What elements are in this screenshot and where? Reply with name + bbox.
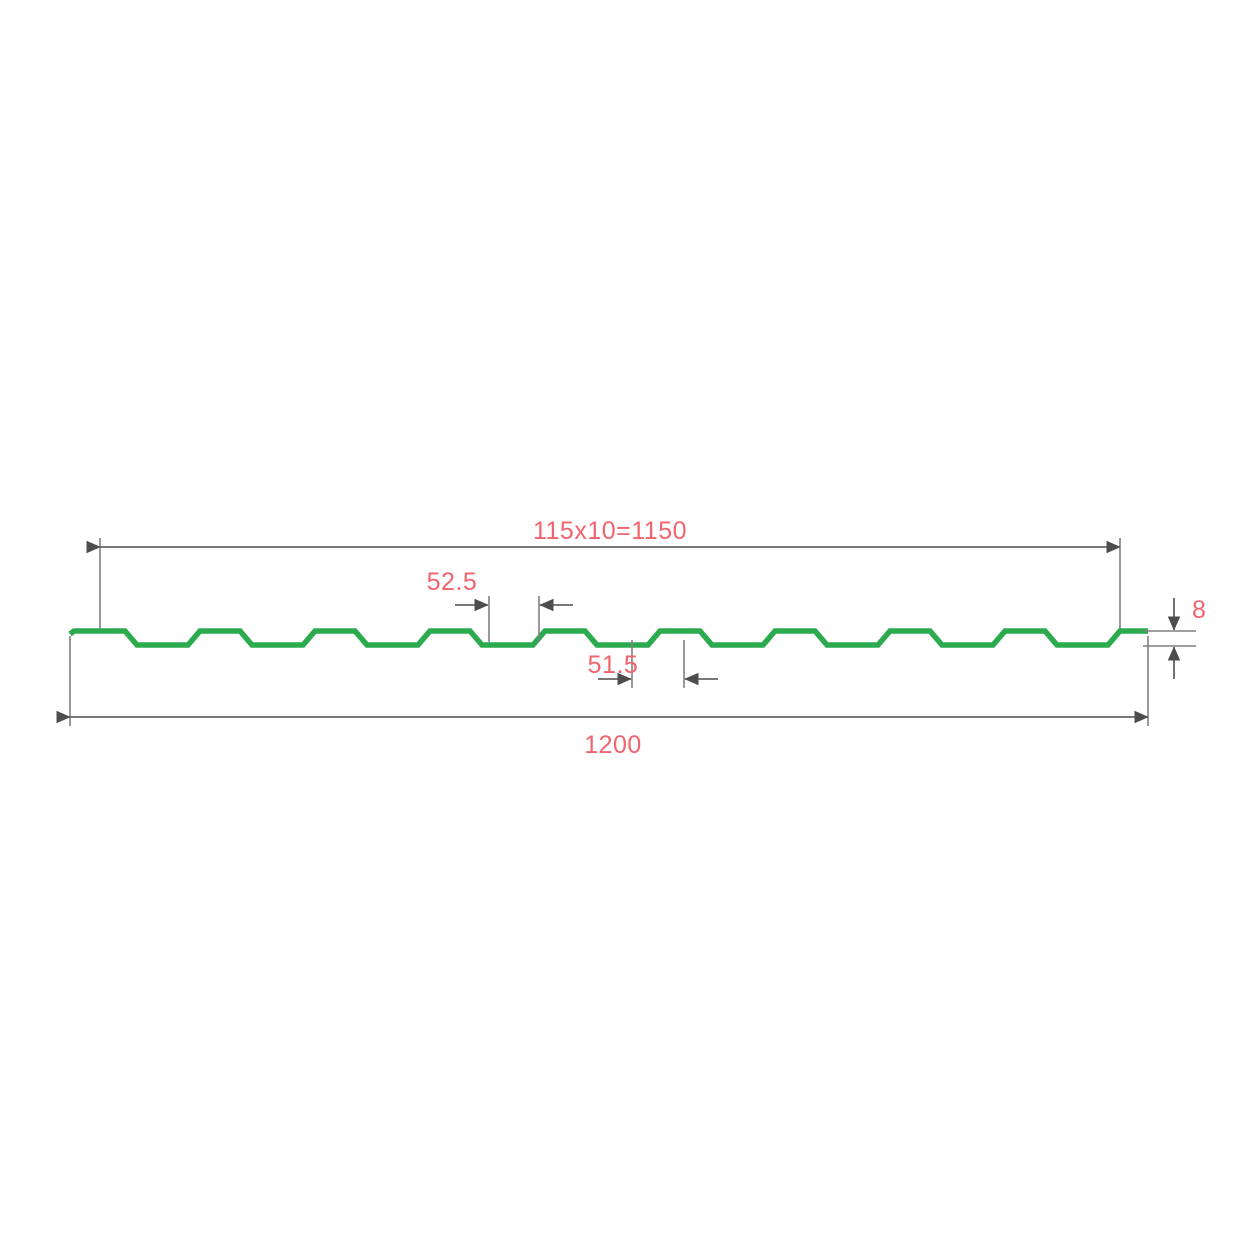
dimension-label-overall-width: 1200 <box>584 731 642 759</box>
dimension-label-pitch-total: 115x10=1150 <box>533 517 687 545</box>
dimension-crest-width: 52.5 <box>427 568 573 642</box>
dimension-overall-width: 1200 <box>56 636 1149 759</box>
dimension-label-crest-width: 52.5 <box>427 568 478 596</box>
dimension-profile-depth: 8 <box>1143 596 1206 679</box>
dimension-label-profile-depth: 8 <box>1192 596 1206 624</box>
dimension-pitch-total: 115x10=1150 <box>86 517 1121 632</box>
trapezoidal-sheet-profile <box>68 628 1148 648</box>
dimension-valley-width: 51.5 <box>588 640 718 688</box>
profile-group <box>68 628 1148 648</box>
dimension-label-valley-width: 51.5 <box>588 651 639 679</box>
